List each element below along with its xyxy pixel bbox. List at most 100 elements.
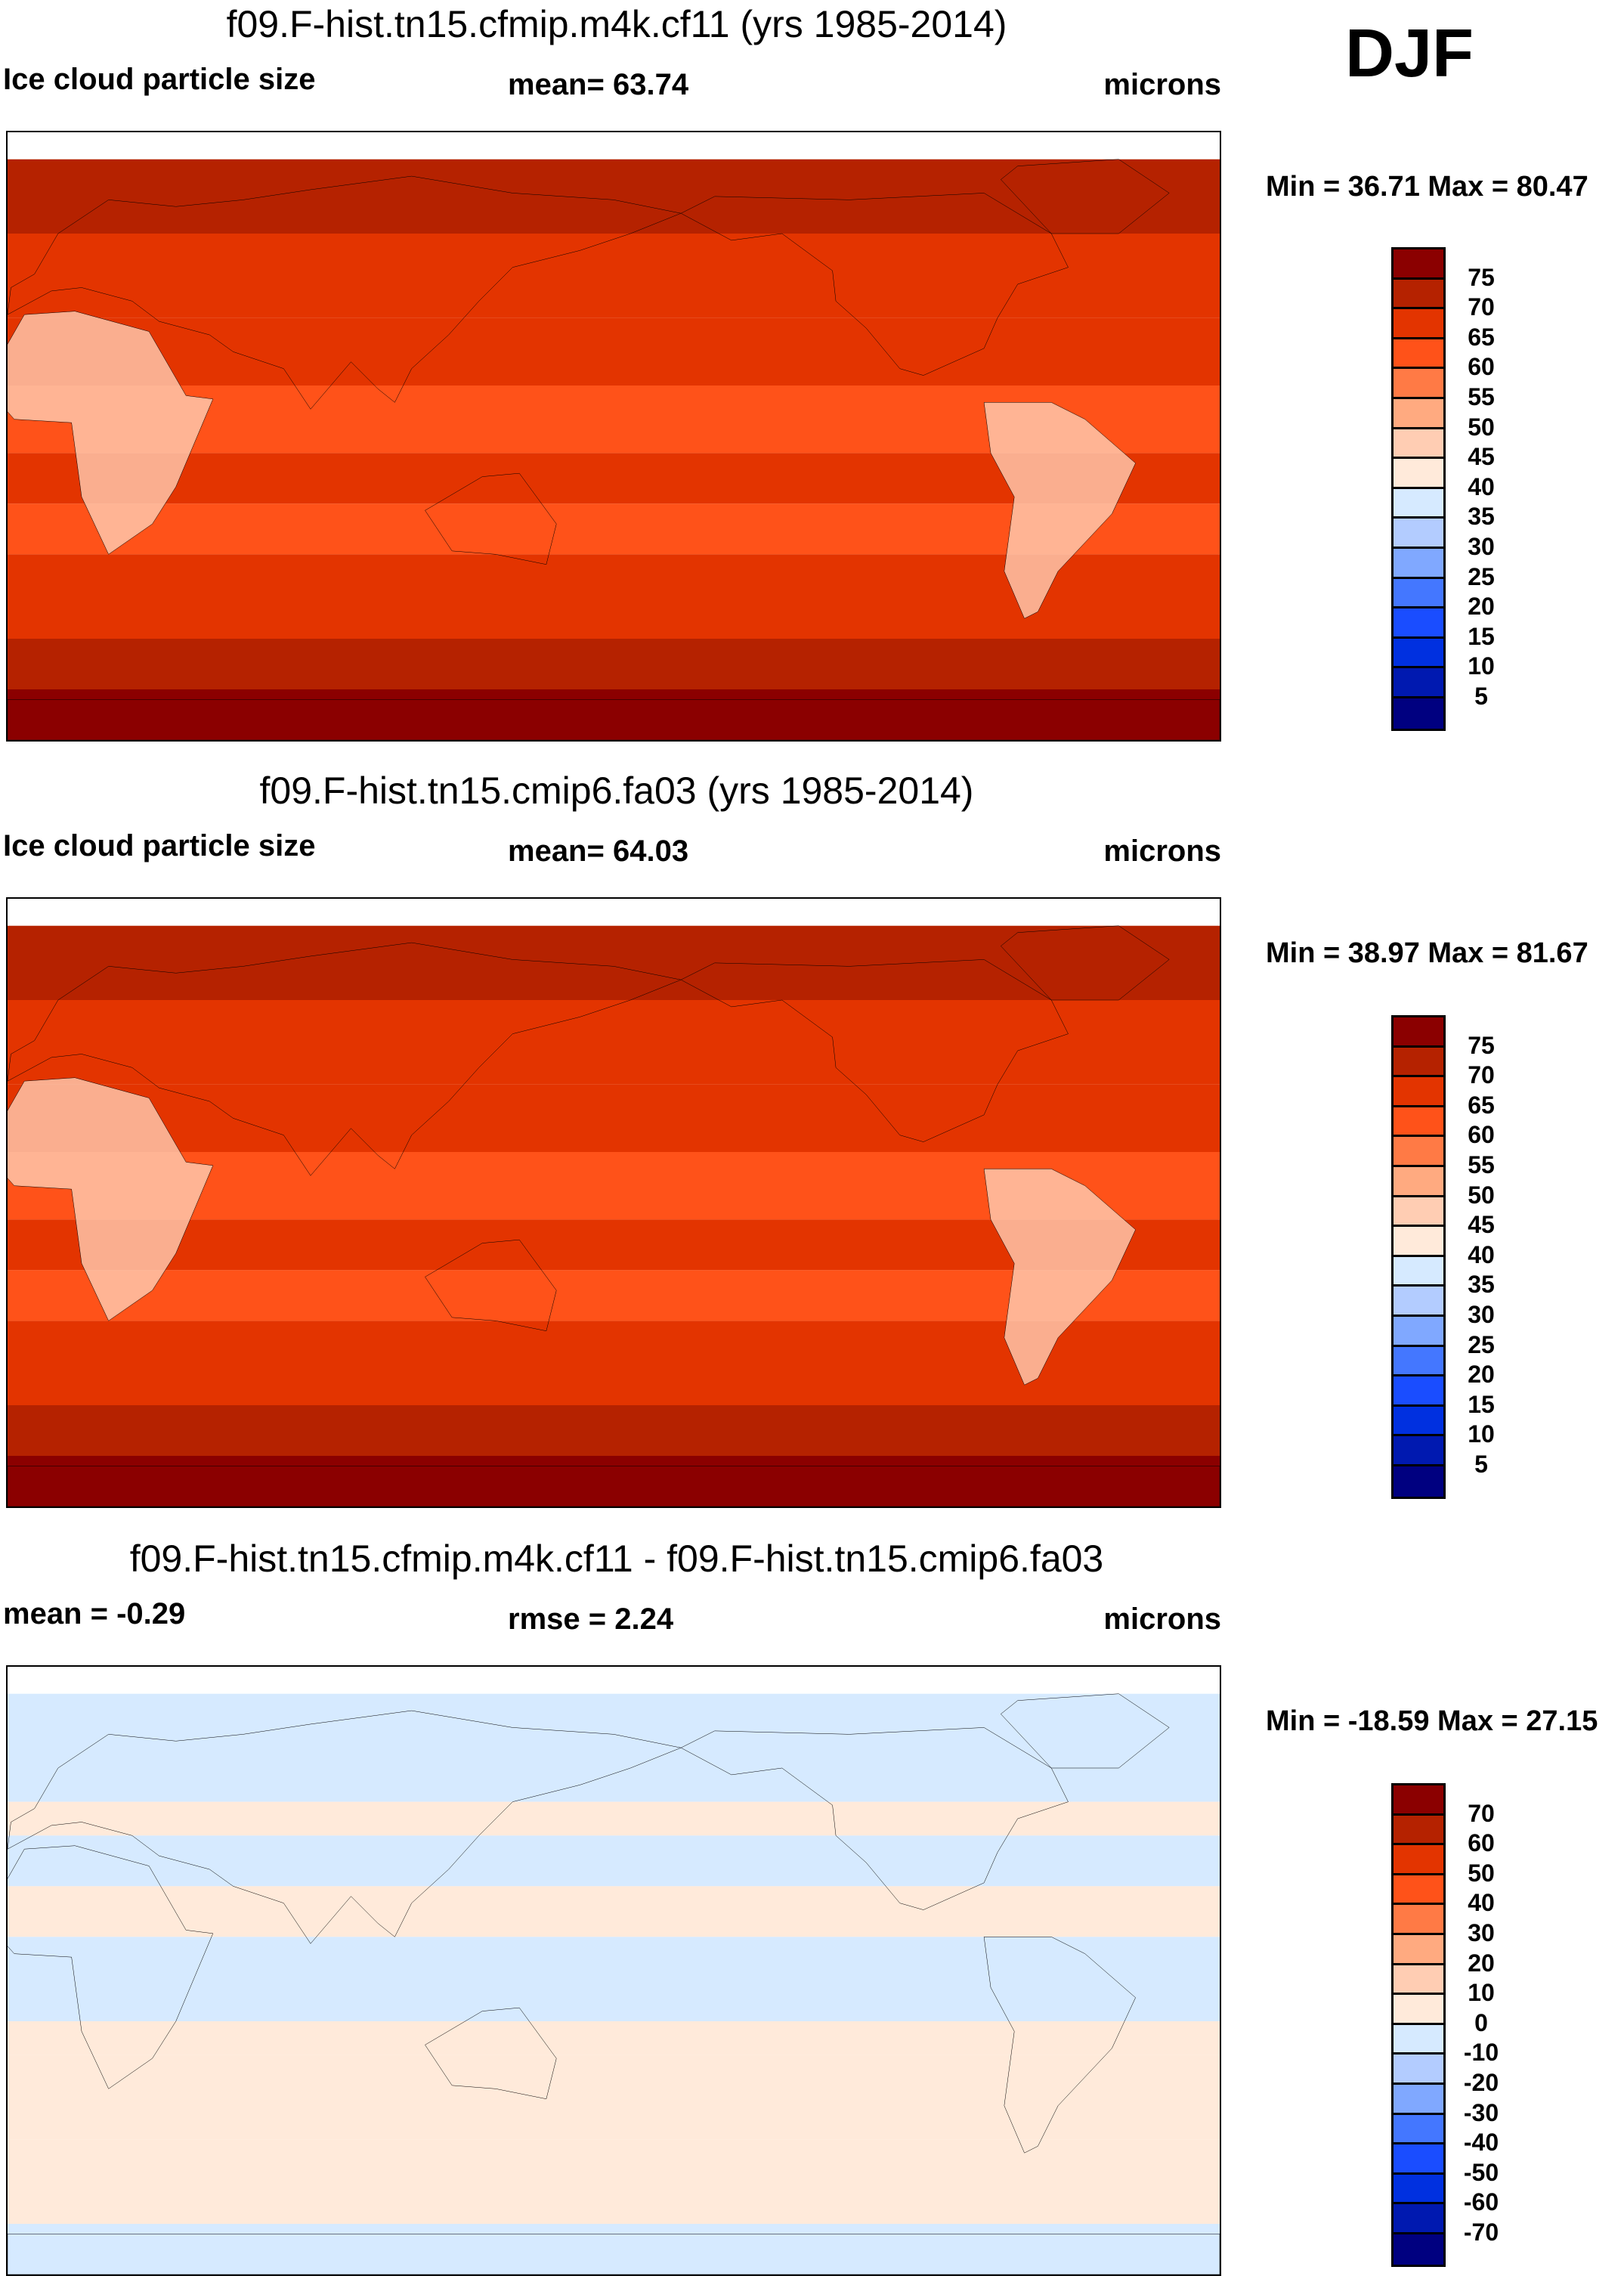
- colorbar-tick-label: 50: [1468, 1181, 1495, 1209]
- colorbar-swatch: [1394, 249, 1443, 280]
- coastline: [8, 176, 681, 409]
- panel-center-label: mean= 63.74: [508, 68, 689, 101]
- colorbar-swatch: [1394, 279, 1443, 310]
- coastline: [8, 943, 681, 1175]
- colorbar-swatch: [1394, 1905, 1443, 1935]
- colorbar-swatch: [1394, 1815, 1443, 1846]
- colorbar-tick-label: 10: [1468, 652, 1495, 680]
- field-band: [8, 1937, 1220, 2021]
- colorbar-tick-label: -20: [1463, 2069, 1499, 2096]
- colorbar-swatch: [1394, 1376, 1443, 1407]
- colorbar-tick-label: 15: [1468, 622, 1495, 650]
- colorbar-swatch: [1394, 548, 1443, 579]
- colorbar-tick-label: 15: [1468, 1390, 1495, 1418]
- colorbar-swatch: [1394, 638, 1443, 669]
- missing-data-strip: [8, 899, 1220, 926]
- colorbar-swatch: [1394, 1227, 1443, 1257]
- coastline: [681, 193, 1068, 375]
- colorbar-tick-label: 10: [1468, 1420, 1495, 1448]
- coastline: [8, 2234, 1220, 2274]
- colorbar-swatch: [1394, 1785, 1443, 1816]
- colorbar-tick-label: 25: [1468, 1330, 1495, 1358]
- colorbar-tick-label: 30: [1468, 533, 1495, 560]
- colorbar-tick-label: 5: [1474, 1451, 1488, 1478]
- coastline: [1001, 159, 1169, 234]
- panel-title: f09.F-hist.tn15.cfmip.m4k.cf11 - f09.F-h…: [129, 1537, 1104, 1580]
- colorbar-swatch: [1394, 578, 1443, 609]
- coastline: [425, 473, 556, 565]
- missing-data-strip: [8, 1667, 1220, 1694]
- colorbar-tick-label: -10: [1463, 2039, 1499, 2067]
- colorbar-tick-label: 30: [1468, 1919, 1495, 1946]
- colorbar-tick-label: 70: [1468, 1799, 1495, 1827]
- colorbar-tick-label: -50: [1463, 2158, 1499, 2186]
- colorbar-swatch: [1394, 2114, 1443, 2145]
- season-label: DJF: [1345, 16, 1474, 91]
- field-band: [8, 2224, 1220, 2274]
- coastline: [1001, 1694, 1169, 1768]
- colorbar-swatch: [1394, 1047, 1443, 1078]
- field-band: [8, 1000, 1220, 1085]
- field-band: [8, 2021, 1220, 2055]
- colorbar-tick-label: -40: [1463, 2129, 1499, 2157]
- colorbar-swatch: [1394, 1934, 1443, 1965]
- colorbar-swatch: [1394, 1436, 1443, 1466]
- colorbar-swatch: [1394, 519, 1443, 549]
- colorbar-tick-label: -60: [1463, 2188, 1499, 2216]
- global-map: [6, 131, 1221, 742]
- colorbar-tick-label: 25: [1468, 562, 1495, 590]
- field-band: [8, 925, 1220, 1000]
- field-band: [8, 639, 1220, 689]
- field-band: [8, 234, 1220, 318]
- colorbar-tick-label: 5: [1474, 683, 1488, 710]
- field-band: [8, 1801, 1220, 1836]
- field-band: [8, 317, 1220, 386]
- colorbar-swatch: [1394, 2084, 1443, 2115]
- colorbar-tick-label: 30: [1468, 1301, 1495, 1328]
- colorbar-tick-label: 65: [1468, 1091, 1495, 1119]
- colorbar-swatch: [1394, 1287, 1443, 1317]
- field-band: [8, 1405, 1220, 1456]
- colorbar-swatch: [1394, 1406, 1443, 1437]
- colorbar-tick-label: 55: [1468, 1151, 1495, 1178]
- colorbar-tick-label: 50: [1468, 1859, 1495, 1887]
- panel-center-label: rmse = 2.24: [508, 1602, 674, 1636]
- field-band: [8, 159, 1220, 234]
- colorbar-swatch: [1394, 1346, 1443, 1377]
- colorbar-tick-label: 65: [1468, 323, 1495, 351]
- field-band: [8, 1886, 1220, 1937]
- colorbar-swatch: [1394, 608, 1443, 639]
- colorbar-tick-label: 20: [1468, 1949, 1495, 1977]
- min-max-label: Min = -18.59 Max = 27.15: [1266, 1705, 1598, 1737]
- colorbar-swatch: [1394, 398, 1443, 429]
- colorbar-swatch: [1394, 1845, 1443, 1875]
- colorbar-swatch: [1394, 1466, 1443, 1497]
- min-max-label: Min = 36.71 Max = 80.47: [1266, 171, 1588, 203]
- colorbar-swatch: [1394, 698, 1443, 729]
- colorbar-swatch: [1394, 2234, 1443, 2265]
- colorbar-swatch: [1394, 1256, 1443, 1287]
- panel-units-label: microns: [1103, 68, 1221, 101]
- panel-center-label: mean= 64.03: [508, 835, 689, 868]
- colorbar-tick-label: 20: [1468, 1361, 1495, 1389]
- colorbar-swatch: [1394, 2024, 1443, 2055]
- missing-data-strip: [8, 132, 1220, 159]
- colorbar-tick-label: 55: [1468, 383, 1495, 410]
- global-map: [6, 1665, 1221, 2276]
- panel-left-label: Ice cloud particle size: [3, 829, 316, 862]
- colorbar-swatch: [1394, 429, 1443, 460]
- colorbar-swatch: [1394, 369, 1443, 399]
- field-band: [8, 1835, 1220, 1887]
- colorbar-swatch: [1394, 1166, 1443, 1197]
- colorbar-swatch: [1394, 1197, 1443, 1228]
- colorbar: [1391, 1783, 1446, 2267]
- colorbar-swatch: [1394, 339, 1443, 370]
- colorbar-tick-label: 45: [1468, 1211, 1495, 1239]
- colorbar-swatch: [1394, 309, 1443, 339]
- coastline: [681, 959, 1068, 1141]
- colorbar-swatch: [1394, 2204, 1443, 2234]
- colorbar-tick-label: 0: [1474, 2008, 1488, 2036]
- colorbar-tick-label: -30: [1463, 2098, 1499, 2126]
- min-max-label: Min = 38.97 Max = 81.67: [1266, 937, 1588, 969]
- colorbar-tick-label: 70: [1468, 293, 1495, 321]
